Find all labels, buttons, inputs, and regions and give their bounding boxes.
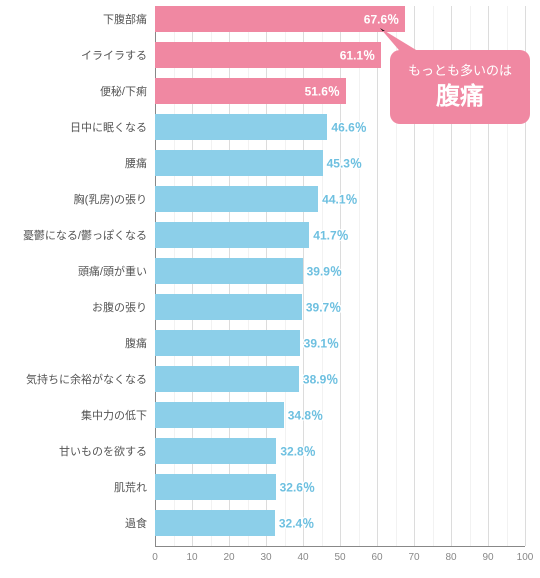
bar-category-label: 便秘/下痢 [100, 83, 155, 99]
bar-value-label: 39.1％ [304, 335, 339, 352]
bar-value-label: 39.7％ [306, 299, 341, 316]
bar-category-label: 気持ちに余裕がなくなる [26, 371, 155, 387]
bar-category-label: 集中力の低下 [81, 407, 155, 423]
x-tick-label: 30 [260, 552, 271, 563]
bar-category-label: 甘いものを欲する [59, 443, 155, 459]
bar-rect [155, 114, 327, 140]
bar-rect [155, 474, 276, 500]
bar-rect [155, 258, 303, 284]
bar-rect [155, 402, 284, 428]
bar-category-label: 肌荒れ [114, 479, 155, 495]
callout-bubble: もっとも多いのは 腹痛 [390, 50, 530, 124]
bar-value-label: 32.6％ [280, 479, 315, 496]
bar-row: 気持ちに余裕がなくなる38.9％ [155, 366, 525, 392]
x-tick-label: 60 [371, 552, 382, 563]
bar-value-label: 51.6％ [305, 83, 340, 100]
x-tick-label: 90 [482, 552, 493, 563]
x-tick-label: 0 [152, 552, 158, 563]
bar-category-label: 頭痛/頭が重い [78, 263, 155, 279]
bar-category-label: 下腹部痛 [103, 11, 155, 27]
bar-row: 下腹部痛67.6％ [155, 6, 525, 32]
bar-category-label: 過食 [125, 515, 155, 531]
bar-row: 腹痛39.1％ [155, 330, 525, 356]
bar-rect [155, 366, 299, 392]
bar-value-label: 32.8％ [280, 443, 315, 460]
callout-maintext: 腹痛 [436, 81, 484, 112]
callout-subtext: もっとも多いのは [408, 62, 512, 80]
x-tick-label: 100 [517, 552, 534, 563]
bar-category-label: お腹の張り [92, 299, 155, 315]
x-tick-label: 80 [445, 552, 456, 563]
bar-row: 腰痛45.3％ [155, 150, 525, 176]
x-axis-baseline [155, 546, 525, 547]
bar-row: お腹の張り39.7％ [155, 294, 525, 320]
bar-value-label: 44.1％ [322, 191, 357, 208]
bar-row: 過食32.4％ [155, 510, 525, 536]
bar-rect [155, 510, 275, 536]
x-tick-label: 20 [223, 552, 234, 563]
x-tick-label: 70 [408, 552, 419, 563]
bar-row: 集中力の低下34.8％ [155, 402, 525, 428]
bar-value-label: 61.1％ [340, 47, 375, 64]
bar-value-label: 41.7％ [313, 227, 348, 244]
bar-rect [155, 438, 276, 464]
bar-category-label: 腹痛 [125, 335, 155, 351]
bar-rect [155, 186, 318, 212]
bar-category-label: イライラする [81, 47, 155, 63]
bar-category-label: 胸(乳房)の張り [74, 191, 155, 207]
bar-row: 肌荒れ32.6％ [155, 474, 525, 500]
bar-value-label: 67.6％ [364, 11, 399, 28]
bar-category-label: 憂鬱になる/鬱っぽくなる [23, 227, 155, 243]
bar-category-label: 腰痛 [125, 155, 155, 171]
bar-row: 甘いものを欲する32.8％ [155, 438, 525, 464]
bar-rect [155, 150, 323, 176]
bar-rect [155, 330, 300, 356]
bar-value-label: 32.4％ [279, 515, 314, 532]
bar-value-label: 46.6％ [331, 119, 366, 136]
bar-row: 頭痛/頭が重い39.9％ [155, 258, 525, 284]
x-tick-label: 50 [334, 552, 345, 563]
bar-value-label: 39.9％ [307, 263, 342, 280]
bar-value-label: 34.8％ [288, 407, 323, 424]
x-tick-label: 40 [297, 552, 308, 563]
bar-value-label: 38.9％ [303, 371, 338, 388]
bar-rect [155, 222, 309, 248]
bar-row: 胸(乳房)の張り44.1％ [155, 186, 525, 212]
bar-row: 憂鬱になる/鬱っぽくなる41.7％ [155, 222, 525, 248]
x-tick-label: 10 [186, 552, 197, 563]
bar-value-label: 45.3％ [327, 155, 362, 172]
bar-category-label: 日中に眠くなる [70, 119, 155, 135]
bar-rect [155, 294, 302, 320]
